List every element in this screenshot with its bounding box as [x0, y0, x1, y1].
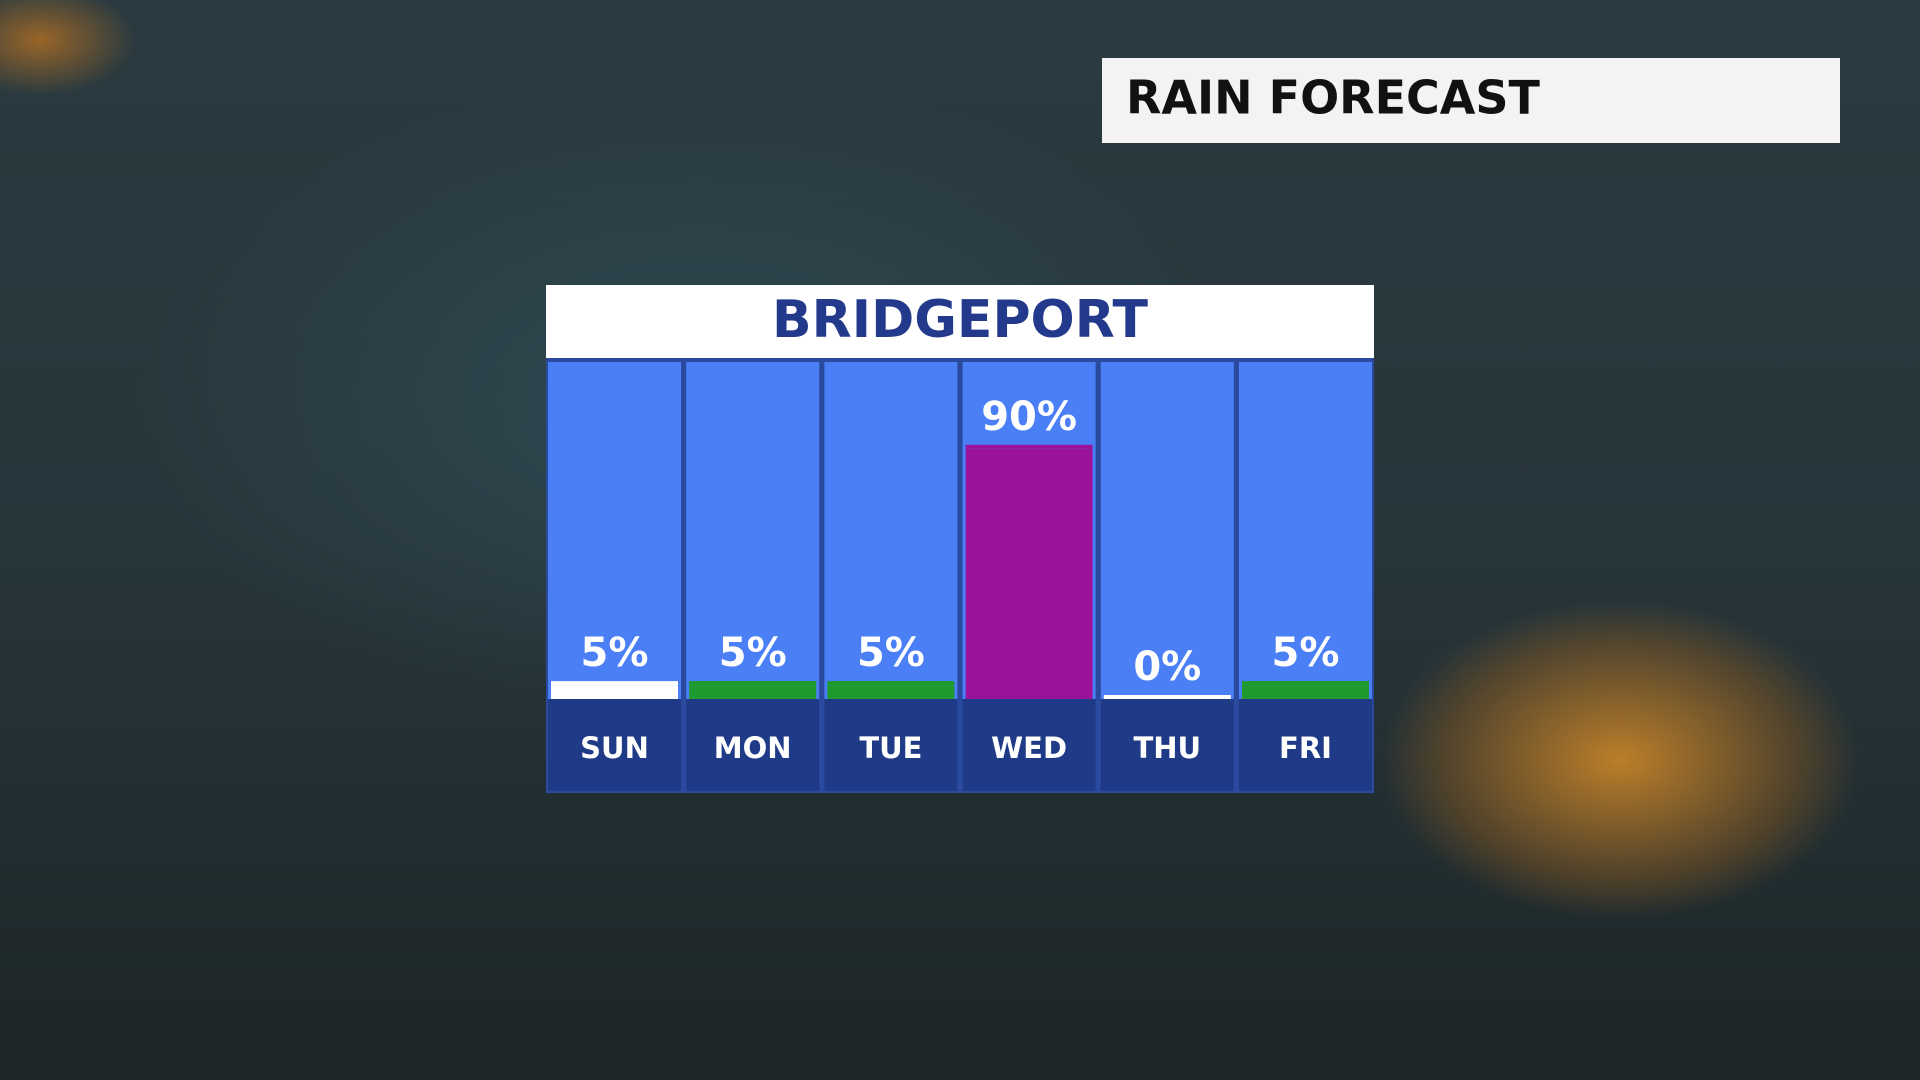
column-bg — [1239, 362, 1372, 699]
column-bg — [686, 362, 820, 699]
day-box — [824, 699, 958, 791]
value-label: 90% — [981, 394, 1077, 440]
chart-frame — [546, 358, 1374, 793]
column-bg — [1100, 362, 1234, 699]
value-label: 5% — [1272, 630, 1340, 676]
bar-cap — [965, 444, 1093, 449]
bar — [1242, 685, 1369, 699]
column-bg — [548, 362, 681, 699]
chart-title: RAIN FORECAST — [1126, 71, 1541, 125]
bar-cap — [551, 681, 678, 686]
day-box — [1239, 699, 1372, 791]
x-tick-label: TUE — [859, 731, 922, 765]
x-tick-label: MON — [714, 731, 792, 765]
bar-cap — [827, 681, 955, 686]
bar — [965, 448, 1093, 699]
value-label: 5% — [857, 630, 925, 676]
bar — [689, 685, 817, 699]
value-label: 5% — [581, 630, 649, 676]
column-bg — [824, 362, 958, 699]
x-tick-label: FRI — [1279, 731, 1332, 765]
bar-cap — [1103, 695, 1231, 699]
day-box — [962, 699, 1096, 791]
bar — [827, 685, 955, 699]
x-tick-label: WED — [991, 731, 1067, 765]
day-box — [686, 699, 820, 791]
chart-subtitle: BRIDGEPORT — [772, 290, 1148, 350]
value-label: 0% — [1133, 644, 1201, 690]
title-box — [1102, 58, 1840, 143]
bar-cap — [689, 681, 817, 686]
bar-cap — [1242, 681, 1369, 686]
day-box — [548, 699, 681, 791]
bar — [551, 685, 678, 699]
day-box — [1100, 699, 1234, 791]
header-box — [546, 285, 1374, 358]
value-label: 5% — [719, 630, 787, 676]
x-tick-label: THU — [1133, 731, 1201, 765]
x-tick-label: SUN — [580, 731, 649, 765]
